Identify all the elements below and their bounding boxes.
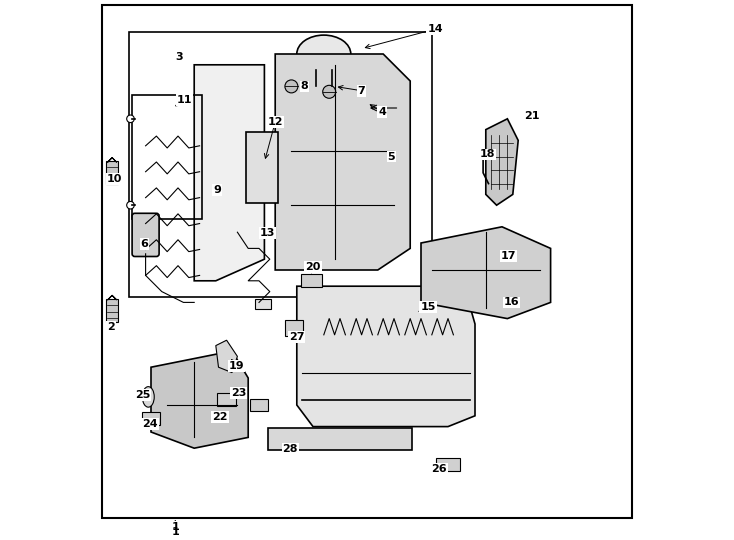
- FancyBboxPatch shape: [301, 274, 322, 287]
- Text: 10: 10: [107, 174, 123, 184]
- Text: 18: 18: [480, 150, 495, 159]
- Text: 14: 14: [427, 24, 443, 34]
- Circle shape: [127, 201, 134, 209]
- Text: 1: 1: [172, 527, 179, 537]
- FancyBboxPatch shape: [129, 32, 432, 297]
- Polygon shape: [216, 340, 237, 373]
- Text: 28: 28: [283, 444, 298, 454]
- Circle shape: [285, 80, 298, 93]
- FancyBboxPatch shape: [106, 161, 118, 184]
- Text: 9: 9: [213, 185, 221, 195]
- Text: 12: 12: [267, 117, 283, 127]
- Polygon shape: [151, 351, 248, 448]
- FancyBboxPatch shape: [103, 5, 631, 518]
- Text: 1: 1: [172, 522, 179, 531]
- Text: 27: 27: [289, 332, 305, 342]
- FancyBboxPatch shape: [132, 213, 159, 256]
- Polygon shape: [486, 119, 518, 205]
- Polygon shape: [421, 227, 550, 319]
- Text: 25: 25: [134, 390, 150, 400]
- Text: 6: 6: [141, 239, 148, 249]
- FancyBboxPatch shape: [436, 458, 460, 471]
- Circle shape: [127, 115, 134, 123]
- FancyBboxPatch shape: [217, 393, 236, 406]
- FancyBboxPatch shape: [250, 399, 268, 411]
- Text: 3: 3: [176, 52, 184, 62]
- Polygon shape: [275, 54, 410, 270]
- FancyBboxPatch shape: [255, 299, 271, 309]
- Text: 21: 21: [525, 111, 540, 120]
- FancyBboxPatch shape: [285, 320, 303, 336]
- Text: 16: 16: [504, 298, 520, 307]
- Text: 23: 23: [230, 388, 246, 398]
- Ellipse shape: [297, 35, 351, 73]
- Circle shape: [323, 85, 335, 98]
- Ellipse shape: [142, 387, 154, 407]
- Text: 20: 20: [305, 262, 321, 272]
- Text: 7: 7: [357, 86, 366, 96]
- Polygon shape: [195, 65, 264, 281]
- Text: 4: 4: [378, 107, 386, 117]
- Text: 8: 8: [300, 82, 308, 91]
- Polygon shape: [297, 286, 475, 427]
- FancyBboxPatch shape: [268, 428, 412, 450]
- Text: 13: 13: [259, 228, 275, 238]
- Text: 17: 17: [501, 251, 516, 261]
- FancyBboxPatch shape: [142, 412, 160, 425]
- Text: 11: 11: [177, 95, 192, 105]
- Text: 22: 22: [212, 412, 228, 422]
- FancyBboxPatch shape: [245, 132, 278, 202]
- FancyBboxPatch shape: [106, 299, 118, 322]
- Text: 15: 15: [421, 302, 436, 312]
- Text: 2: 2: [107, 322, 115, 332]
- Text: 19: 19: [228, 361, 244, 371]
- Text: 24: 24: [142, 419, 158, 429]
- Text: 5: 5: [388, 152, 395, 161]
- Text: 26: 26: [431, 464, 446, 474]
